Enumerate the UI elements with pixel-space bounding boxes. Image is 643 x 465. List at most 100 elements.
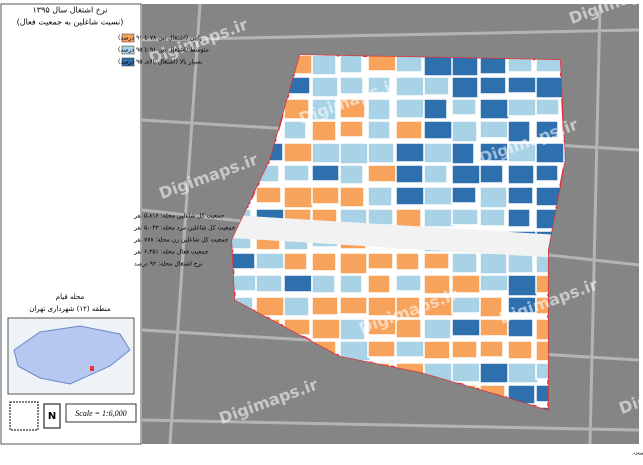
city-block [395, 164, 424, 184]
city-block [367, 208, 394, 226]
city-block [339, 186, 365, 208]
city-block [339, 274, 363, 294]
city-block [507, 340, 533, 360]
city-block [451, 252, 478, 274]
city-block [367, 55, 397, 72]
city-block [367, 76, 391, 94]
city-block [451, 142, 475, 165]
city-block [451, 362, 481, 383]
legend-swatch [121, 33, 135, 43]
stat: جمعیت کل شاغلین محله: ۵،۸۱۶ نفر [133, 213, 225, 220]
city-block [339, 252, 368, 275]
city-block [451, 98, 477, 116]
city-block [563, 142, 565, 162]
city-block [311, 98, 337, 121]
city-block [311, 164, 340, 182]
stat: نرخ اشتغال محله: ۹۲ درصد [134, 261, 203, 268]
city-block [395, 318, 422, 339]
city-block [423, 252, 450, 270]
city-block [311, 252, 337, 272]
city-block [395, 296, 421, 319]
city-block [507, 76, 538, 94]
city-block [367, 252, 394, 270]
stat: جمعیت کل شاغلین زن محله: ۷۷۸ نفر [133, 237, 229, 244]
city-block [367, 142, 395, 164]
city-block [423, 142, 453, 164]
city-block [535, 98, 560, 116]
city-block [451, 76, 479, 99]
city-block [451, 120, 478, 143]
scale-box [65, 403, 137, 423]
legend-label: بسیار بالا (اشتغال بالای ۹۵ درصد) [118, 59, 202, 66]
inset-location [90, 366, 94, 371]
footer: حقوق مالکیت معنوی این محصول متعلق به سای… [632, 448, 643, 457]
city-block [479, 55, 507, 75]
city-block [367, 340, 396, 358]
city-block [283, 274, 313, 293]
city-block [423, 76, 450, 96]
stat: جمعیت فعال محله: ۶،۳۵۱ نفر [133, 249, 209, 256]
city-block [451, 274, 482, 294]
city-block [283, 252, 308, 271]
city-block [339, 142, 372, 165]
city-block [423, 120, 454, 140]
city-block [451, 186, 477, 204]
city-block [423, 164, 448, 184]
city-block [479, 252, 508, 275]
city-block [283, 296, 310, 317]
city-block [423, 274, 451, 295]
city-block [507, 362, 539, 384]
north-symbol: N [48, 411, 56, 422]
city-block [395, 98, 427, 119]
location-district: منطقه (۱۲) شهرداری تهران [29, 305, 111, 313]
city-block [451, 318, 483, 337]
city-block [451, 340, 478, 359]
city-block [507, 318, 534, 338]
city-block [339, 164, 364, 185]
legend-label: پایین (اشتغال بین ۷۸ تا ۹۱ درصد) [118, 35, 202, 42]
city-block [423, 318, 452, 340]
city-block [367, 120, 391, 140]
city-block [479, 296, 503, 318]
city-block [367, 186, 393, 207]
city-block [479, 76, 507, 95]
city-block [423, 98, 448, 120]
city-block [535, 164, 559, 182]
city-block [395, 120, 423, 140]
city-block [367, 98, 391, 121]
city-block [283, 186, 314, 209]
city-block [451, 164, 483, 185]
city-block [311, 186, 340, 205]
city-block [507, 208, 531, 228]
city-block [367, 164, 398, 183]
city-block [339, 296, 368, 315]
city-block [311, 318, 342, 340]
city-block [479, 186, 508, 209]
city-block [479, 164, 504, 184]
city-block [451, 55, 479, 77]
city-block [255, 296, 286, 317]
city-block [535, 142, 565, 164]
city-block [311, 274, 336, 294]
city-block [311, 55, 337, 76]
city-block [423, 340, 451, 360]
qr-code [9, 401, 39, 431]
city-block [507, 186, 534, 205]
city-block [255, 274, 283, 293]
city-block [395, 76, 425, 97]
city-block [283, 142, 315, 163]
city-block [507, 274, 538, 297]
city-block [255, 186, 282, 204]
legend: پایین (اشتغال بین ۷۸ تا ۹۱ درصد) متوسط (ا… [118, 33, 209, 67]
city-block [395, 340, 428, 358]
city-block [339, 55, 363, 74]
city-block [423, 186, 455, 206]
city-block [451, 208, 479, 226]
city-block [423, 208, 456, 228]
north-arrow [43, 403, 61, 429]
city-block [507, 164, 535, 185]
city-block [311, 76, 339, 98]
city-block [507, 98, 539, 117]
city-block [255, 252, 286, 270]
